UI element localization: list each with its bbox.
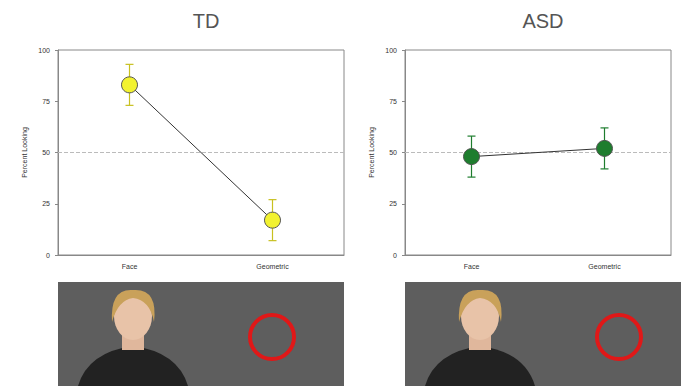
svg-text:25: 25 bbox=[42, 200, 50, 207]
svg-text:Geometric: Geometric bbox=[256, 263, 289, 270]
svg-text:Face: Face bbox=[122, 263, 138, 270]
svg-text:50: 50 bbox=[389, 149, 397, 156]
svg-text:Face: Face bbox=[464, 263, 480, 270]
svg-text:ASD: ASD bbox=[522, 10, 563, 32]
svg-text:0: 0 bbox=[46, 252, 50, 259]
svg-text:100: 100 bbox=[385, 47, 397, 54]
svg-text:50: 50 bbox=[42, 149, 50, 156]
svg-text:75: 75 bbox=[42, 98, 50, 105]
svg-text:Percent Looking: Percent Looking bbox=[21, 127, 29, 178]
svg-text:Geometric: Geometric bbox=[588, 263, 621, 270]
svg-text:100: 100 bbox=[38, 47, 50, 54]
svg-text:0: 0 bbox=[393, 252, 397, 259]
svg-text:75: 75 bbox=[389, 98, 397, 105]
svg-text:25: 25 bbox=[389, 200, 397, 207]
svg-text:Percent Looking: Percent Looking bbox=[368, 127, 376, 178]
svg-text:TD: TD bbox=[193, 10, 220, 32]
